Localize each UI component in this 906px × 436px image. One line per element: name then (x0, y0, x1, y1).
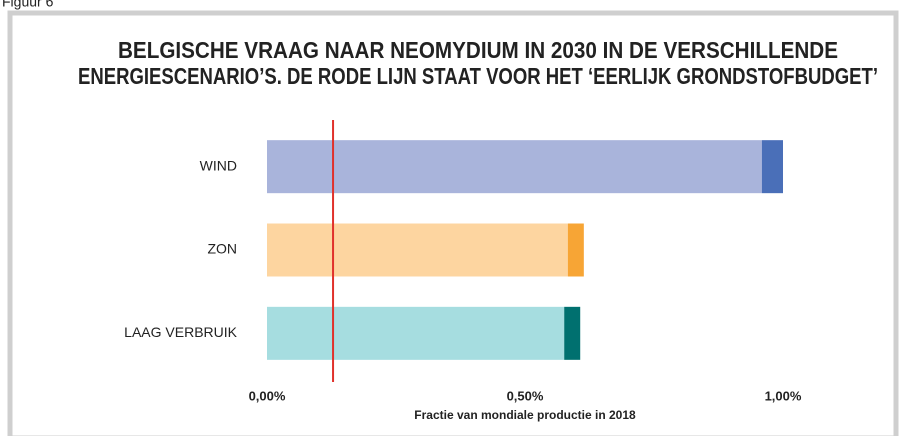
bar-segment (564, 306, 581, 360)
x-axis-label: Fractie van mondiale productie in 2018 (414, 408, 636, 422)
bar-segment (761, 140, 783, 194)
x-tick-label: 1,00% (765, 388, 802, 403)
bar-segment (267, 306, 565, 360)
bar-segment (267, 223, 568, 277)
chart-title: BELGISCHE VRAAG NAAR NEOMYDIUM IN 2030 I… (118, 37, 838, 63)
bar-segment (267, 140, 762, 194)
figure-label: Figuur 6 (2, 0, 54, 10)
x-tick-label: 0,50% (507, 388, 544, 403)
x-tick-label: 0,00% (249, 388, 286, 403)
y-tick-label: WIND (200, 157, 237, 173)
frame (7, 10, 899, 436)
bar-segment (567, 223, 584, 277)
y-tick-label: ZON (207, 241, 237, 257)
y-tick-label: LAAG VERBRUIK (124, 324, 237, 340)
chart-title: ENERGIESCENARIO’S. DE RODE LIJN STAAT VO… (78, 63, 878, 89)
